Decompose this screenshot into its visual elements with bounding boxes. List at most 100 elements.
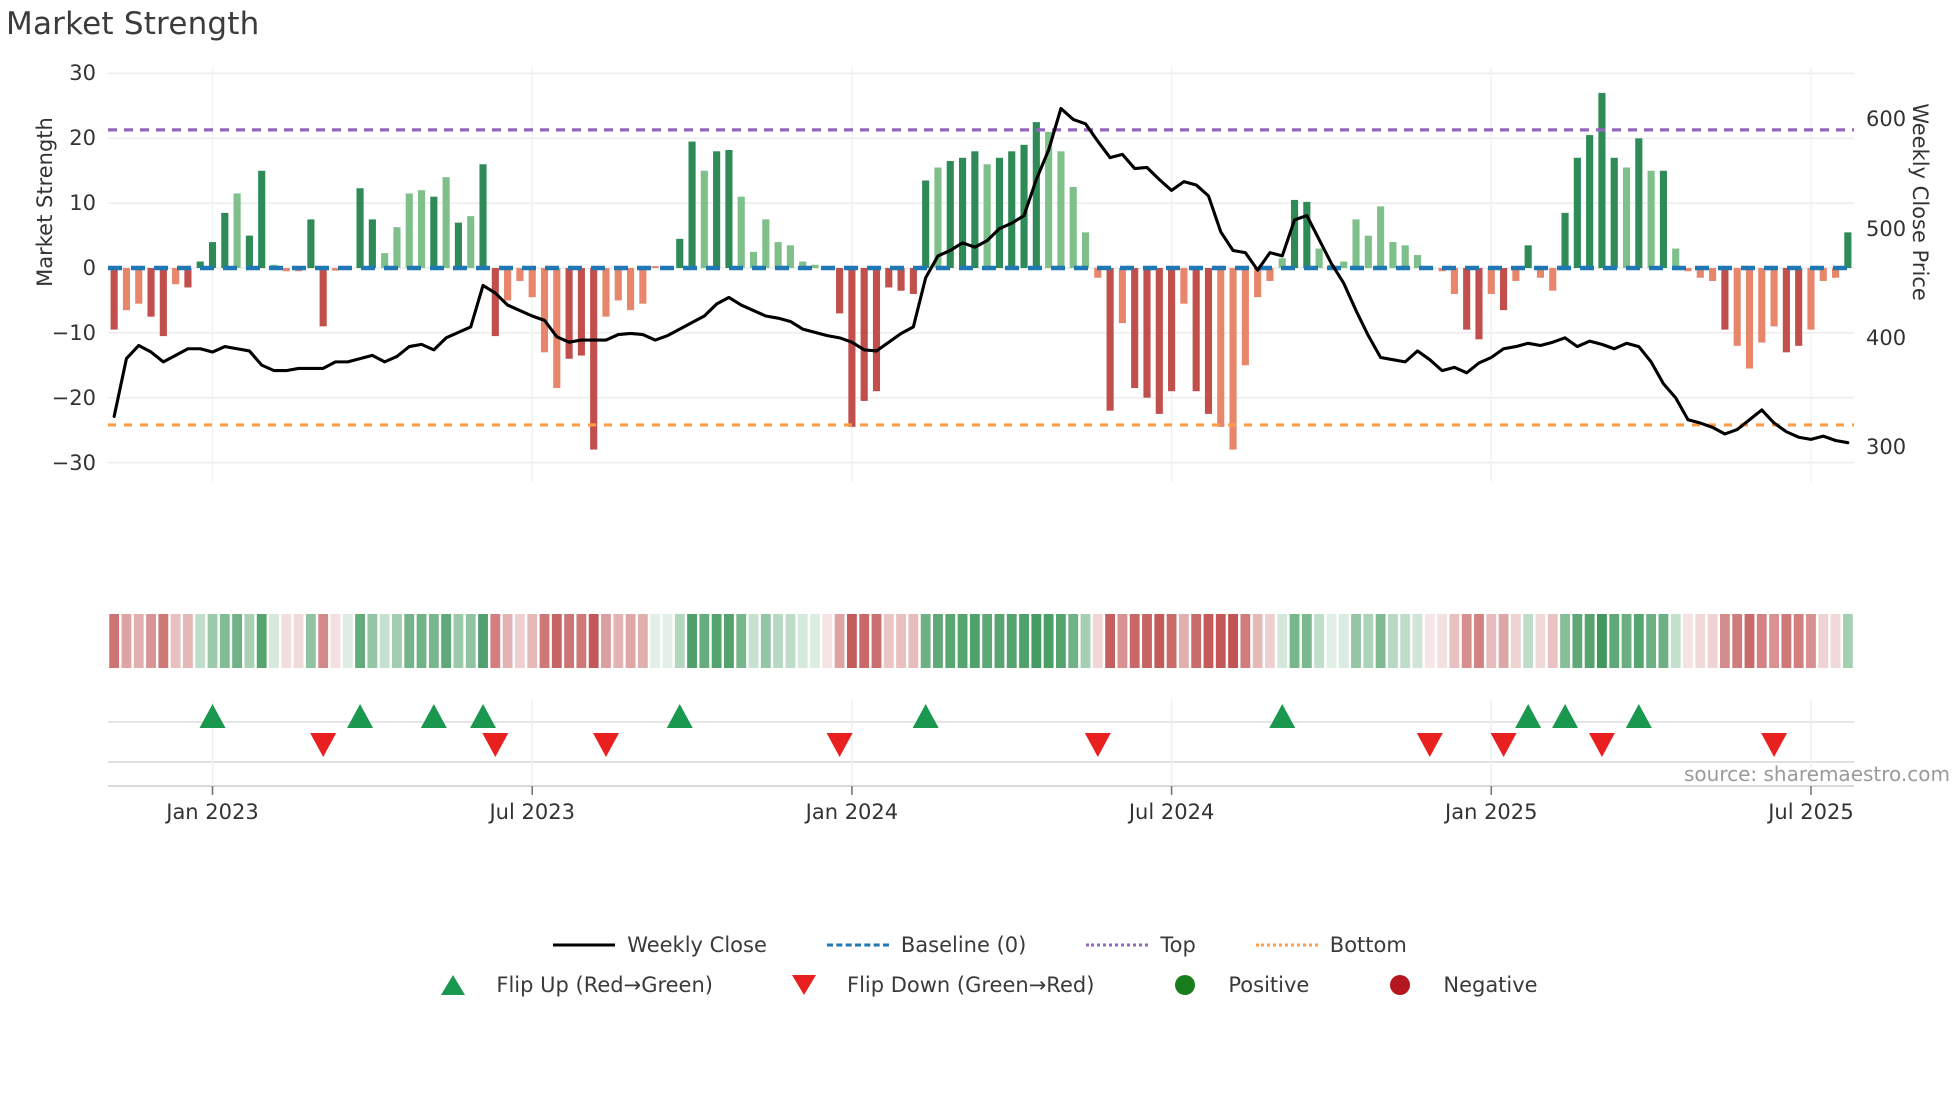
strength-bar	[1180, 268, 1188, 304]
legend-item[interactable]: Flip Up (Red→Green)	[422, 973, 713, 997]
legend-item[interactable]: Baseline (0)	[826, 933, 1026, 957]
heatmap-cell	[945, 614, 956, 668]
flip-up-marker[interactable]	[420, 704, 447, 728]
flip-down-marker[interactable]	[1416, 733, 1443, 757]
heatmap-cell	[1584, 614, 1595, 668]
strength-bar	[713, 151, 721, 269]
heatmap-cell	[994, 614, 1005, 668]
heatmap-cell	[527, 614, 538, 668]
legend-item[interactable]: Bottom	[1255, 933, 1407, 957]
y-axis-left-tick-label: −10	[51, 320, 96, 345]
heatmap-cell	[1129, 614, 1140, 668]
heatmap-cell	[674, 614, 685, 668]
heatmap-cell	[650, 614, 661, 668]
heatmap-cell	[146, 614, 156, 668]
flip-up-marker[interactable]	[1552, 704, 1579, 728]
heatmap-cell	[699, 614, 710, 668]
heatmap-cell	[502, 614, 513, 668]
heatmap-cell	[662, 614, 673, 668]
strength-bar	[1131, 268, 1139, 388]
heatmap-cell	[1670, 614, 1681, 668]
strength-bar	[872, 268, 881, 392]
strength-bar	[1290, 199, 1299, 269]
heatmap-cell	[601, 614, 611, 668]
flip-up-marker[interactable]	[912, 704, 939, 728]
heatmap-cell	[293, 614, 304, 668]
flip-up-marker[interactable]	[1515, 704, 1542, 728]
heatmap-cell	[1547, 614, 1558, 668]
strength-bar	[1647, 170, 1655, 269]
strength-bar	[221, 212, 229, 269]
flip-down-marker[interactable]	[826, 733, 853, 757]
strength-bar	[934, 167, 942, 269]
strength-bar	[725, 150, 733, 269]
flip-up-marker[interactable]	[347, 704, 374, 728]
heatmap-cell	[269, 614, 279, 668]
heatmap-cell	[330, 614, 341, 668]
heatmap-cell	[1597, 614, 1607, 668]
legend-dotted-line-icon	[1086, 934, 1149, 956]
strength-bar	[368, 219, 376, 269]
flip-down-marker[interactable]	[310, 733, 337, 757]
flip-up-marker[interactable]	[470, 704, 497, 728]
heatmap-cell	[711, 614, 722, 668]
legend-item[interactable]: Flip Down (Green→Red)	[773, 973, 1094, 997]
strength-bar	[909, 268, 917, 294]
heatmap-cell	[1387, 614, 1398, 668]
flip-down-marker[interactable]	[1761, 733, 1788, 757]
legend-item[interactable]: Negative	[1369, 973, 1538, 997]
legend-dotted-line-icon	[1255, 934, 1318, 956]
legend-circle-icon-glyph	[1175, 975, 1196, 995]
strength-bar	[479, 164, 487, 269]
strength-bar	[1032, 122, 1040, 269]
heatmap-cell	[1560, 614, 1570, 668]
strength-bar	[1364, 235, 1372, 269]
heatmap-cell	[109, 614, 120, 668]
strength-bar	[1168, 268, 1176, 392]
flip-up-marker[interactable]	[1625, 704, 1652, 728]
y-axis-right-tick-label: 600	[1866, 107, 1907, 132]
heatmap-cell	[170, 614, 181, 668]
strength-bar	[860, 268, 868, 401]
legend-dashed-line-icon	[826, 934, 889, 956]
strength-bar	[848, 268, 856, 427]
strength-bar	[516, 268, 524, 281]
strength-bar	[737, 196, 745, 269]
strength-bar	[282, 268, 290, 272]
strength-bar	[1155, 268, 1163, 414]
heatmap-cell	[478, 614, 488, 668]
legend-item[interactable]: Positive	[1154, 973, 1309, 997]
heatmap-cell	[367, 614, 378, 668]
heatmap-cell	[613, 614, 624, 668]
heatmap-cell	[342, 614, 353, 668]
strength-bar	[319, 268, 327, 327]
flip-up-marker[interactable]	[666, 704, 693, 728]
heatmap-cell	[1351, 614, 1361, 668]
flip-up-marker[interactable]	[199, 704, 226, 728]
strength-bar	[1622, 167, 1631, 269]
flip-up-marker[interactable]	[1269, 704, 1296, 728]
legend-circle-icon	[1154, 974, 1216, 996]
heatmap-cell	[133, 614, 144, 668]
strength-bar	[639, 268, 647, 304]
flip-down-marker[interactable]	[592, 733, 619, 757]
legend-item[interactable]: Weekly Close	[553, 933, 767, 957]
strength-bar	[565, 268, 573, 359]
heatmap-cell	[982, 614, 993, 668]
legend-item-label: Flip Down (Green→Red)	[846, 973, 1095, 997]
flip-down-marker[interactable]	[1084, 733, 1111, 757]
flip-down-marker[interactable]	[1490, 733, 1517, 757]
heatmap-cell	[1019, 614, 1029, 668]
strength-bar	[1463, 268, 1471, 330]
legend-item[interactable]: Top	[1086, 933, 1196, 957]
heatmap-cell	[1498, 614, 1509, 668]
strength-bar	[749, 251, 758, 269]
heatmap-cell	[1006, 614, 1017, 668]
legend-triangle-down-icon-glyph	[791, 975, 816, 995]
heatmap-cell	[1228, 614, 1238, 668]
flip-down-marker[interactable]	[482, 733, 509, 757]
strength-bar	[1598, 92, 1606, 269]
heatmap-cell	[1658, 614, 1669, 668]
flip-down-marker[interactable]	[1588, 733, 1615, 757]
heatmap-cell	[871, 614, 882, 668]
